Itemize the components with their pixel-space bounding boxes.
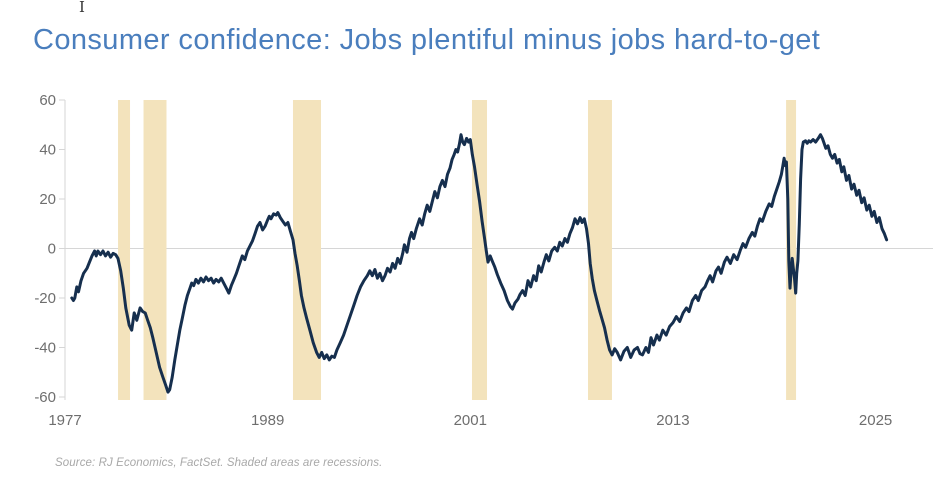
y-tick-label: 60: [39, 92, 56, 109]
y-tick-label: 0: [48, 241, 56, 258]
y-tick-label: 40: [39, 142, 56, 159]
recession-band: [143, 100, 167, 400]
recession-band: [118, 100, 131, 400]
chart-title: Consumer confidence: Jobs plentiful minu…: [33, 24, 821, 56]
x-tick-label: 2001: [454, 412, 487, 429]
y-tick-label: -60: [34, 389, 56, 406]
text-cursor-icon: I: [79, 0, 85, 16]
x-tick-label: 1977: [48, 412, 81, 429]
data-line: [70, 133, 889, 394]
x-tick-label: 1989: [251, 412, 284, 429]
y-tick-label: -40: [34, 340, 56, 357]
x-tick-label: 2025: [859, 412, 892, 429]
y-tick-label: 20: [39, 191, 56, 208]
recession-band: [786, 100, 797, 400]
x-tick-label: 2013: [656, 412, 689, 429]
y-tick-label: -20: [34, 290, 56, 307]
source-note: Source: RJ Economics, FactSet. Shaded ar…: [55, 457, 383, 469]
recession-band: [587, 100, 612, 400]
